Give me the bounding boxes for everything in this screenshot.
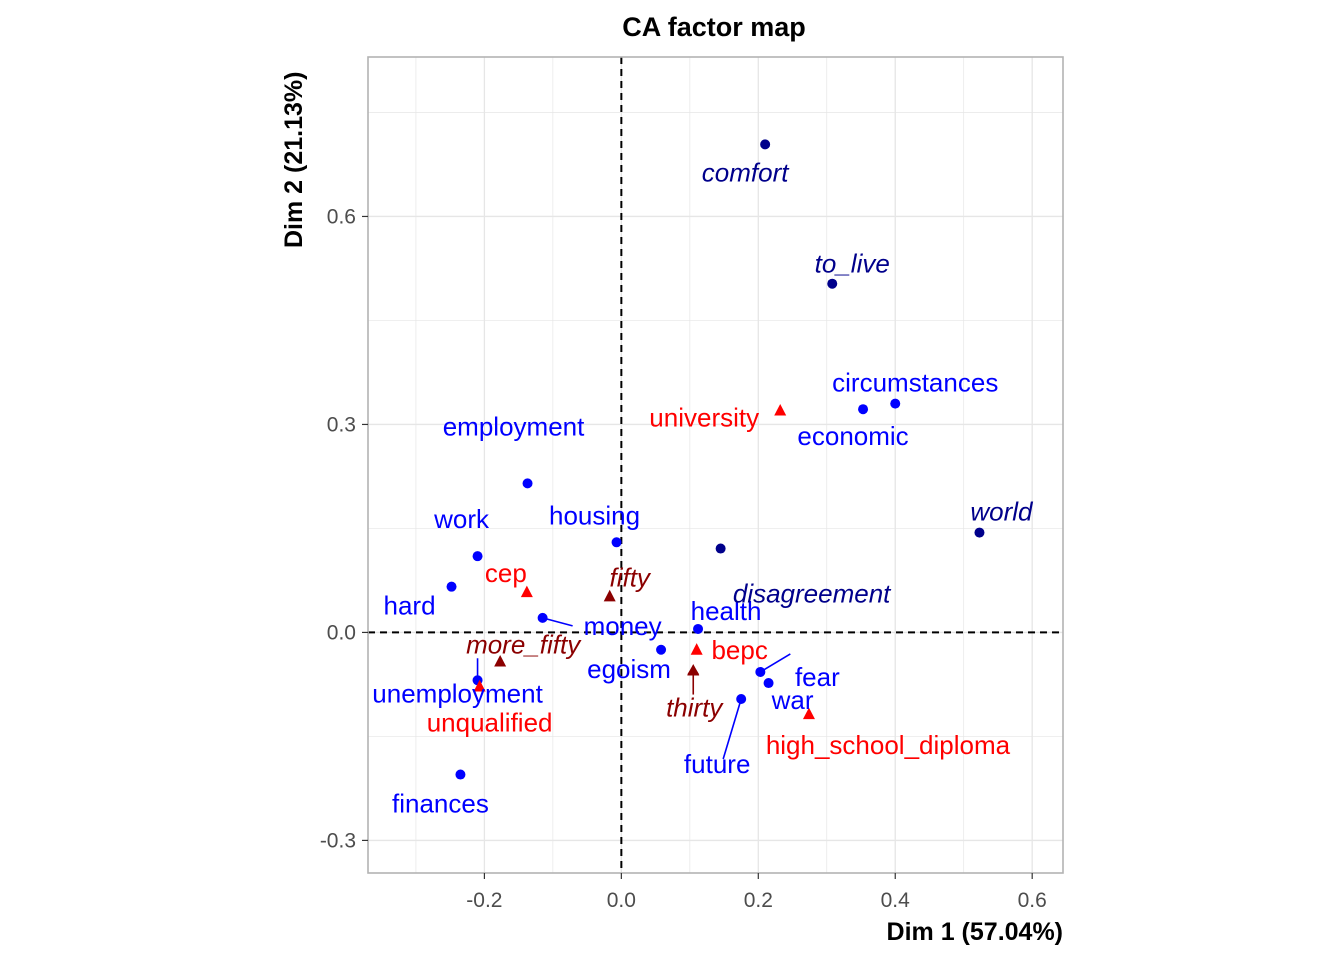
work-label: work xyxy=(433,504,490,534)
money-label: money xyxy=(584,611,662,641)
future-point xyxy=(736,693,747,704)
reference-lines xyxy=(368,57,1063,873)
fear-label: fear xyxy=(795,662,840,692)
comfort-label: comfort xyxy=(702,157,790,187)
housing-point xyxy=(611,537,622,548)
fifty-triangle xyxy=(603,589,616,602)
data-marks xyxy=(446,139,985,780)
y-tick-label: -0.3 xyxy=(320,829,356,852)
x-tick-label: -0.2 xyxy=(466,889,502,912)
comfort-point xyxy=(760,139,771,150)
hard-label: hard xyxy=(384,591,436,621)
egoism-point xyxy=(656,644,667,655)
x-tick-label: 0.6 xyxy=(1018,889,1047,912)
y-tick-label: 0.3 xyxy=(327,413,356,436)
x-tick-label: 0.4 xyxy=(881,889,911,912)
disagreement-label: disagreement xyxy=(733,579,892,609)
thirty-triangle xyxy=(687,663,700,676)
circumstances-label: circumstances xyxy=(832,368,998,398)
bepc-triangle xyxy=(690,643,703,655)
to-live-point xyxy=(827,278,838,289)
university-triangle xyxy=(774,403,787,416)
fifty-label: fifty xyxy=(609,562,651,592)
chart-title: CA factor map xyxy=(622,12,806,42)
y-tick-label: 0.6 xyxy=(327,205,356,228)
disagreement-point xyxy=(715,543,726,554)
world-point xyxy=(974,527,985,538)
money-leader-line xyxy=(542,617,573,627)
finances-point xyxy=(455,769,466,780)
war-label: war xyxy=(771,685,814,715)
point-labels: employment work hard housing money unemployme… xyxy=(372,157,1034,818)
finances-label: finances xyxy=(392,789,489,819)
war-point xyxy=(763,678,774,689)
university-label: university xyxy=(649,403,759,433)
x-tick-label: 0.0 xyxy=(607,889,636,912)
y-axis-title: Dim 2 (21.13%) xyxy=(280,72,308,248)
x-tick-label: 0.2 xyxy=(744,889,773,912)
egoism-label: egoism xyxy=(587,654,671,684)
employment-label: employment xyxy=(443,411,585,441)
circumstances-point xyxy=(890,398,901,409)
bepc-label: bepc xyxy=(711,635,767,665)
future-label: future xyxy=(684,749,751,779)
housing-label: housing xyxy=(549,500,640,530)
more-fifty-label: more_fifty xyxy=(466,630,582,660)
y-tick-label: 0.0 xyxy=(327,621,356,644)
high-school-diploma-triangle xyxy=(802,707,815,720)
grid-lines xyxy=(368,57,1063,873)
high-school-diploma-label: high_school_diploma xyxy=(766,730,1011,760)
plot-border xyxy=(367,56,1064,874)
work-point xyxy=(472,551,483,562)
money-point xyxy=(537,612,548,623)
fear-leader-line xyxy=(759,653,791,673)
fear-point xyxy=(755,666,766,677)
x-axis-title: Dim 1 (57.04%) xyxy=(887,918,1063,946)
cep-label: cep xyxy=(485,558,527,588)
future-leader-line xyxy=(722,698,742,760)
unemployment-label: unemployment xyxy=(372,678,543,708)
y-axis-ticks: -0.3 0.0 0.3 0.6 xyxy=(320,205,368,852)
cep-triangle xyxy=(520,585,533,598)
employment-point xyxy=(522,478,533,489)
world-label: world xyxy=(970,497,1034,527)
more-fifty-triangle xyxy=(494,654,507,667)
health-label: health xyxy=(691,596,762,626)
x-axis-ticks: -0.2 0.0 0.2 0.4 0.6 xyxy=(466,873,1047,912)
thirty-label: thirty xyxy=(666,693,724,723)
to-live-label: to_live xyxy=(815,249,890,279)
economic-point xyxy=(858,404,869,415)
economic-label: economic xyxy=(797,421,908,451)
health-point xyxy=(693,623,704,634)
hard-point xyxy=(446,581,457,592)
unqualified-triangle xyxy=(473,679,486,692)
unqualified-label: unqualified xyxy=(427,708,553,738)
